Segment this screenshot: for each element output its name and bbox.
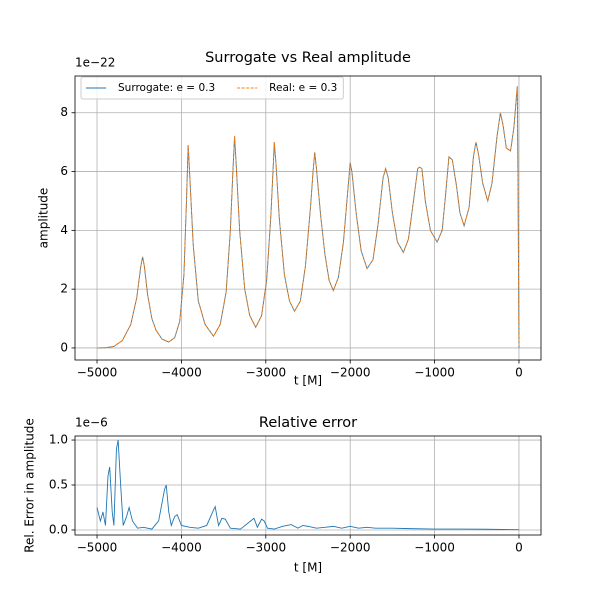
y-tick-label: 0 (60, 340, 68, 354)
x-tick-label: −2000 (330, 366, 371, 380)
x-tick-label: −5000 (77, 366, 118, 380)
x-tick-label: 0 (515, 541, 523, 555)
y-tick-label: 4 (60, 223, 68, 237)
y-axis-label: amplitude (37, 188, 51, 249)
data-line (97, 86, 520, 349)
axes: −5000 −4000 −3000 −2000 −1000 0 0.0 0.5 1.0 Relat… (23, 415, 542, 575)
legend-label: Surrogate: e = 0.3 (118, 82, 215, 94)
y-tick-label: 0.0 (49, 522, 68, 536)
y-tick-label: 2 (60, 282, 68, 296)
y-tick-label: 8 (60, 105, 68, 119)
legend: Surrogate: e = 0.3 Real: e = 0.3 (80, 76, 344, 100)
axes-frame (74, 75, 542, 361)
x-axis-label: t [M] (294, 374, 322, 388)
x-tick-label: −1000 (414, 541, 455, 555)
x-tick-label: −3000 (246, 366, 287, 380)
y-offset-label: 1e−22 (75, 56, 115, 70)
x-tick-label: −5000 (77, 541, 118, 555)
axes-frame (74, 435, 542, 536)
x-axis-label: t [M] (294, 561, 322, 575)
x-tick-label: −4000 (161, 541, 202, 555)
y-tick-label: 0.5 (49, 478, 68, 492)
y-tick-label: 6 (60, 164, 68, 178)
x-tick-label: −3000 (246, 541, 287, 555)
chart-title: Surrogate vs Real amplitude (205, 50, 411, 66)
x-tick-label: −2000 (330, 541, 371, 555)
y-tick-label: 1.0 (49, 433, 68, 447)
chart-title: Relative error (259, 415, 357, 431)
y-axis-label: Rel. Error in amplitude (23, 418, 37, 553)
y-offset-label: 1e−6 (75, 416, 108, 430)
axes: −5000 −4000 −3000 −2000 −1000 0 0 2 4 6 8 Surrogate… (37, 50, 542, 388)
legend-box (80, 76, 344, 100)
legend-label: Real: e = 0.3 (269, 82, 337, 94)
data-line (97, 86, 520, 349)
data-line (96, 439, 519, 531)
x-tick-label: −1000 (414, 366, 455, 380)
x-tick-label: −4000 (161, 366, 202, 380)
x-tick-label: 0 (515, 366, 523, 380)
